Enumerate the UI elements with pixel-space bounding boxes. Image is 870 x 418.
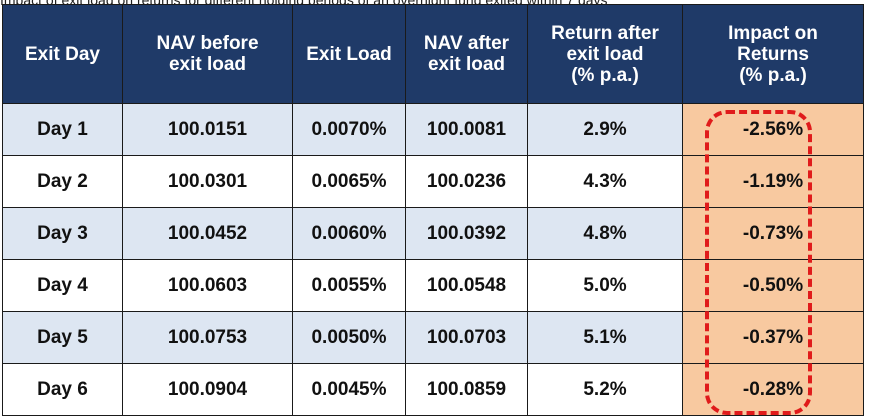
- cell-exit-load: 0.0060%: [292, 207, 406, 260]
- cell-exit-load: 0.0070%: [292, 103, 406, 156]
- cell-return-after: 4.8%: [527, 207, 683, 260]
- table-row: Day 1 100.0151 0.0070% 100.0081 2.9% -2.…: [2, 103, 864, 156]
- cell-impact: -0.50%: [682, 259, 864, 312]
- header-nav-after: NAV after exit load: [405, 4, 528, 104]
- cell-day: Day 1: [2, 103, 123, 156]
- header-return-after: Return after exit load (% p.a.): [527, 4, 683, 104]
- header-line: (% p.a.): [571, 64, 639, 86]
- cell-nav-after: 100.0859: [405, 363, 528, 416]
- header-line: exit load: [168, 54, 247, 75]
- header-line: NAV after: [423, 33, 510, 54]
- cell-day: Day 4: [2, 259, 123, 312]
- cell-impact: -0.37%: [682, 311, 864, 364]
- header-row: Exit Day NAV before exit load Exit Load …: [2, 4, 864, 104]
- header-line: (% p.a.): [739, 64, 807, 86]
- cell-return-after: 5.2%: [527, 363, 683, 416]
- header-line: Exit Day: [25, 43, 100, 65]
- header-line: exit load: [566, 43, 644, 65]
- header-exit-day: Exit Day: [2, 4, 123, 104]
- cell-nav-before: 100.0452: [122, 207, 293, 260]
- table-row: Day 5 100.0753 0.0050% 100.0703 5.1% -0.…: [2, 311, 864, 364]
- cell-exit-load: 0.0050%: [292, 311, 406, 364]
- header-line: Returns: [737, 43, 809, 65]
- cell-impact: -2.56%: [682, 103, 864, 156]
- header-line: Impact on: [728, 22, 818, 44]
- header-impact: Impact on Returns (% p.a.): [682, 4, 864, 104]
- cell-day: Day 2: [2, 155, 123, 208]
- table-row: Day 6 100.0904 0.0045% 100.0859 5.2% -0.…: [2, 363, 864, 416]
- cell-nav-after: 100.0081: [405, 103, 528, 156]
- cell-impact: -0.73%: [682, 207, 864, 260]
- cell-exit-load: 0.0055%: [292, 259, 406, 312]
- cell-nav-after: 100.0236: [405, 155, 528, 208]
- header-exit-load: Exit Load: [292, 4, 406, 104]
- exit-load-table: Exit Day NAV before exit load Exit Load …: [2, 4, 864, 416]
- cell-nav-before: 100.0301: [122, 155, 293, 208]
- cell-nav-before: 100.0151: [122, 103, 293, 156]
- cell-nav-before: 100.0904: [122, 363, 293, 416]
- cell-day: Day 3: [2, 207, 123, 260]
- header-line: Exit Load: [306, 43, 392, 65]
- table-row: Day 4 100.0603 0.0055% 100.0548 5.0% -0.…: [2, 259, 864, 312]
- header-line: NAV before: [156, 33, 259, 54]
- table-row: Day 3 100.0452 0.0060% 100.0392 4.8% -0.…: [2, 207, 864, 260]
- cell-nav-after: 100.0548: [405, 259, 528, 312]
- cell-nav-after: 100.0392: [405, 207, 528, 260]
- cell-return-after: 4.3%: [527, 155, 683, 208]
- cell-nav-before: 100.0753: [122, 311, 293, 364]
- cell-nav-before: 100.0603: [122, 259, 293, 312]
- cell-return-after: 2.9%: [527, 103, 683, 156]
- cell-return-after: 5.0%: [527, 259, 683, 312]
- cell-day: Day 5: [2, 311, 123, 364]
- header-line: Return after: [551, 22, 659, 44]
- cell-day: Day 6: [2, 363, 123, 416]
- cell-impact: -0.28%: [682, 363, 864, 416]
- cell-exit-load: 0.0065%: [292, 155, 406, 208]
- cell-return-after: 5.1%: [527, 311, 683, 364]
- cell-impact: -1.19%: [682, 155, 864, 208]
- header-nav-before: NAV before exit load: [122, 4, 293, 104]
- cell-nav-after: 100.0703: [405, 311, 528, 364]
- table-row: Day 2 100.0301 0.0065% 100.0236 4.3% -1.…: [2, 155, 864, 208]
- header-line: exit load: [427, 54, 506, 75]
- cell-exit-load: 0.0045%: [292, 363, 406, 416]
